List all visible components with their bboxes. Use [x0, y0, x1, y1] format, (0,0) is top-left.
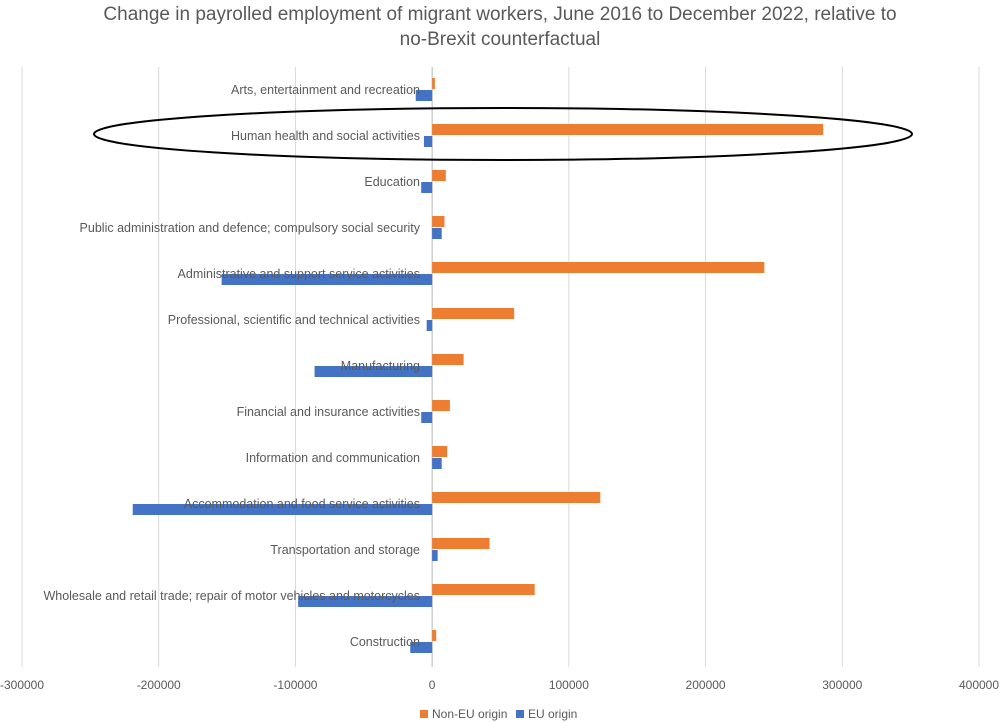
bar-non-eu — [432, 400, 450, 411]
bar-eu — [410, 642, 433, 653]
legend: Non-EU origin EU origin — [420, 707, 577, 721]
category-label: Construction — [350, 635, 420, 649]
bar-eu — [421, 412, 433, 423]
bar-non-eu — [432, 584, 535, 595]
category-label: Accommodation and food service activitie… — [184, 497, 420, 511]
bar-non-eu — [432, 446, 448, 457]
bars — [132, 78, 824, 653]
bar-non-eu — [432, 308, 515, 319]
bar-eu — [423, 136, 433, 147]
x-tick-label: -100000 — [273, 678, 317, 692]
x-tick-label: 300000 — [822, 678, 862, 692]
annotations — [93, 107, 913, 161]
category-label: Information and communication — [246, 451, 420, 465]
x-tick-label: 100000 — [549, 678, 589, 692]
bar-eu — [426, 320, 433, 331]
x-tick-label: -300000 — [0, 678, 44, 692]
bar-eu — [432, 458, 442, 469]
bar-non-eu — [432, 538, 490, 549]
bar-eu — [421, 182, 433, 193]
chart-title-line-1: Change in payrolled employment of migran… — [103, 4, 897, 25]
bar-eu — [432, 228, 442, 239]
bar-eu — [314, 366, 433, 377]
category-label: Manufacturing — [341, 359, 420, 373]
category-label: Human health and social activities — [231, 129, 420, 143]
category-label: Financial and insurance activities — [237, 405, 420, 419]
bar-non-eu — [432, 78, 435, 89]
legend-label: EU origin — [528, 707, 577, 721]
bar-non-eu — [432, 630, 437, 641]
legend-swatch — [420, 710, 428, 718]
highlight-ellipse — [93, 107, 913, 161]
bar-non-eu — [432, 262, 765, 273]
x-tick-label: 0 — [429, 678, 436, 692]
gridlines — [21, 67, 980, 667]
x-tick-label: 400000 — [959, 678, 999, 692]
x-tick-label: 200000 — [686, 678, 726, 692]
x-tick-labels: -300000 -200000 -100000 0 100000 200000 300000… — [0, 678, 999, 692]
chart-title-line-2: no-Brexit counterfactual — [399, 29, 601, 50]
bar-eu — [132, 504, 433, 515]
category-labels: Arts, entertainment and recreation Human … — [43, 83, 420, 649]
bar-non-eu — [432, 354, 464, 365]
bar-eu — [221, 274, 433, 285]
category-label: Education — [364, 175, 420, 189]
category-label: Arts, entertainment and recreation — [231, 83, 420, 97]
category-label: Wholesale and retail trade; repair of mo… — [43, 589, 420, 603]
category-label: Professional, scientific and technical a… — [168, 313, 420, 327]
bar-eu — [298, 596, 433, 607]
chart-title: Change in payrolled employment of migran… — [60, 2, 940, 52]
bar-non-eu — [432, 170, 446, 181]
x-tick-label: -200000 — [137, 678, 181, 692]
legend-swatch — [516, 710, 524, 718]
category-label: Public administration and defence; compu… — [80, 221, 421, 235]
bar-eu — [432, 550, 438, 561]
category-label: Administrative and support service activ… — [178, 267, 420, 281]
bar-non-eu — [432, 216, 445, 227]
category-label: Transportation and storage — [270, 543, 420, 557]
bar-eu — [415, 90, 433, 101]
bar-non-eu — [432, 124, 824, 135]
legend-label: Non-EU origin — [432, 707, 507, 721]
bar-non-eu — [432, 492, 601, 503]
